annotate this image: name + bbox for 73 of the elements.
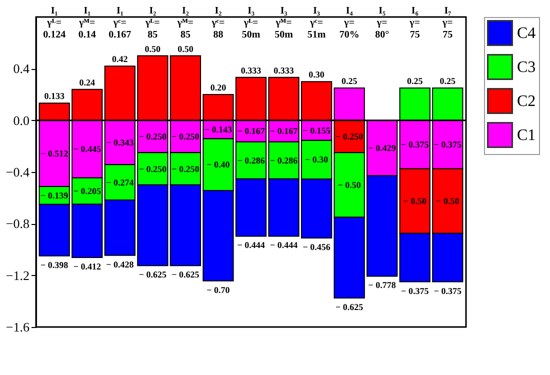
x-tick-label: I₁ γᶜ= 0.167 [108, 6, 132, 40]
data-label: − 0.286 [237, 155, 266, 166]
data-label: − 0.375 [401, 286, 430, 296]
x-tick-label: I₃ γᴸ= 50m [242, 6, 261, 40]
data-label: − 0.778 [368, 280, 396, 290]
data-label: − 0.412 [73, 262, 102, 272]
data-label: − 0.250 [336, 131, 364, 142]
x-tick-label: I₂ γᴹ= 85 [176, 6, 194, 40]
data-label: − 0.30 [304, 154, 329, 165]
x-tick-label: I₆ γ= 75 [408, 6, 420, 40]
data-label: − 0.50 [436, 196, 460, 206]
legend-label: C4 [517, 25, 536, 42]
legend-label: C3 [517, 59, 536, 76]
data-label: − 0.286 [270, 155, 298, 166]
y-tick-label: 0.4 [13, 61, 30, 76]
legend-label: C1 [517, 127, 536, 144]
data-label: − 0.50 [338, 180, 362, 190]
data-label: − 0.50 [403, 196, 427, 206]
data-label: 0.50 [178, 44, 194, 54]
data-label: − 0.155 [302, 125, 331, 136]
x-tick-label: I₃ γᴹ= 50m [274, 6, 294, 40]
y-tick-label: −0.8 [6, 216, 30, 232]
data-label: − 0.444 [270, 240, 298, 250]
data-label: 0.20 [210, 82, 227, 92]
data-label: − 0.40 [206, 160, 230, 170]
data-label: − 0.205 [73, 186, 102, 196]
data-label: 0.50 [144, 44, 162, 54]
data-label: − 0.625 [138, 270, 167, 280]
data-label: − 0.398 [40, 260, 69, 270]
data-label: − 0.167 [237, 126, 266, 136]
data-label: − 0.625 [172, 270, 200, 280]
y-tick-label: −1.6 [6, 320, 30, 334]
data-label: 0.333 [240, 65, 262, 76]
x-tick-label: I₇ γ= 75 [441, 6, 454, 40]
data-label: − 0.250 [172, 164, 200, 174]
data-label: 0.25 [341, 76, 358, 86]
data-label: − 0.375 [434, 140, 462, 150]
data-label: − 0.375 [401, 140, 430, 150]
x-tick-label: I₃ γᶜ= 51m [307, 6, 326, 40]
data-label: − 0.445 [73, 144, 102, 154]
x-tick-label: I₁ γᴹ= 0.14 [78, 6, 96, 40]
data-label: − 0.274 [106, 177, 134, 188]
data-label: − 0.512 [40, 148, 69, 158]
y-tick-label: −0.4 [6, 164, 30, 180]
data-label: − 0.143 [204, 124, 233, 135]
data-label: − 0.139 [40, 190, 69, 200]
data-label: 0.333 [274, 65, 294, 76]
legend-label: C2 [517, 93, 536, 110]
data-label: 0.25 [440, 76, 456, 86]
x-tick-label: I₄ γ= 70% [339, 6, 360, 40]
x-tick-label: I₂ γᶜ= 88 [210, 6, 226, 40]
data-label: − 0.375 [434, 286, 462, 296]
data-label: − 0.625 [336, 302, 364, 312]
data-label: 0.42 [112, 54, 128, 64]
data-label: − 0.167 [270, 126, 298, 136]
data-label: − 0.343 [106, 137, 134, 148]
data-label: − 0.250 [138, 131, 167, 142]
y-tick-label: −1.2 [6, 268, 30, 283]
data-label: 0.30 [308, 70, 325, 80]
data-label: 0.24 [79, 77, 96, 88]
data-label: 0.133 [44, 91, 65, 102]
y-tick-label: 0.0 [13, 112, 30, 128]
data-label: − 0.70 [206, 284, 230, 295]
x-tick-label: I₅ γ= 80° [375, 6, 390, 40]
x-tick-label: I₁ γᴸ= 0.124 [43, 6, 66, 40]
x-tick-label: I₂ γᴸ= 85 [144, 6, 160, 40]
data-label: − 0.456 [302, 242, 331, 252]
data-label: − 0.250 [138, 164, 167, 174]
data-label: − 0.429 [368, 143, 396, 154]
data-label: − 0.250 [172, 131, 200, 142]
data-label: − 0.444 [237, 240, 266, 250]
data-label: − 0.428 [106, 259, 134, 270]
data-label: 0.25 [406, 76, 424, 86]
